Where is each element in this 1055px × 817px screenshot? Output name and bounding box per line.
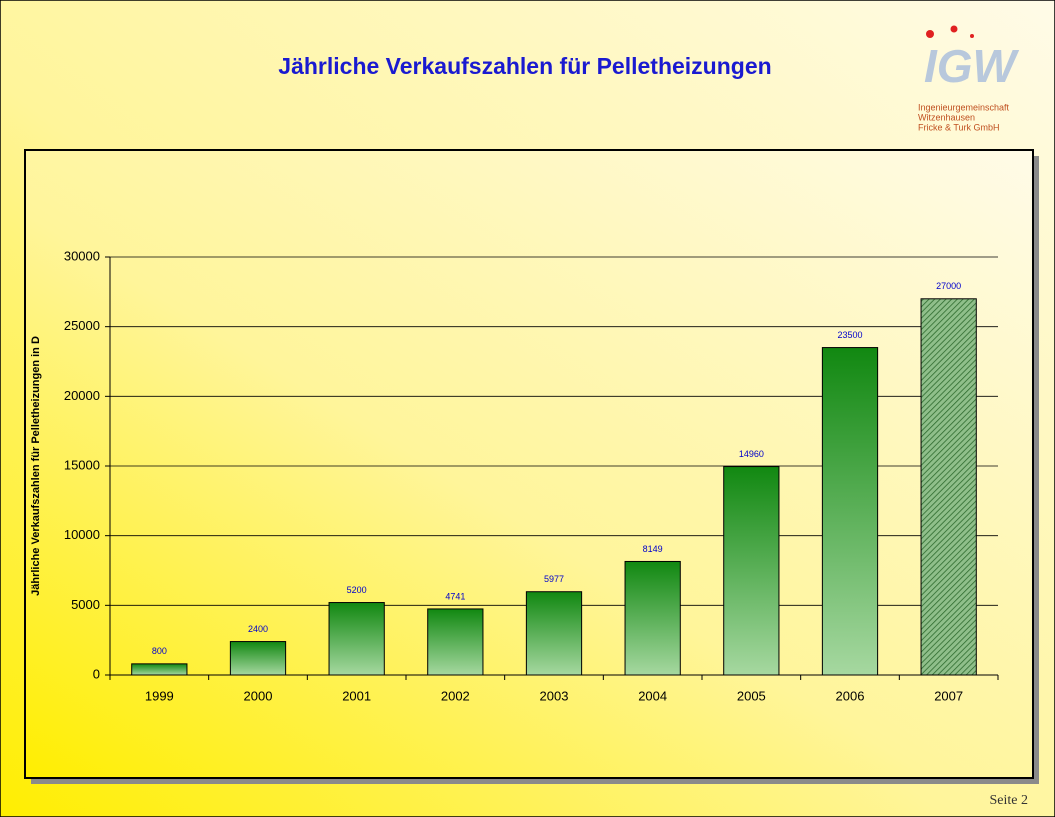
bar <box>821 347 879 676</box>
x-tick-label: 1999 <box>145 688 174 703</box>
x-tick-label: 2007 <box>934 688 963 703</box>
x-tick-label: 2003 <box>540 688 569 703</box>
y-tick-label: 30000 <box>64 248 100 263</box>
y-tick-label: 20000 <box>64 388 100 403</box>
x-tick-label: 2000 <box>244 688 273 703</box>
value-label: 2400 <box>248 624 268 634</box>
x-tick-label: 2002 <box>441 688 470 703</box>
logo-dot <box>926 30 934 38</box>
logo: IGW Ingenieurgemeinschaft Witzenhausen F… <box>918 25 1020 132</box>
logo-line: Ingenieurgemeinschaft <box>918 102 1010 112</box>
logo-dot <box>970 34 974 38</box>
bar <box>131 663 188 676</box>
y-tick-label: 15000 <box>64 457 100 472</box>
bar <box>427 608 484 676</box>
value-label: 8149 <box>643 544 663 554</box>
logo-line: Witzenhausen <box>918 112 975 122</box>
value-label: 5977 <box>544 574 564 584</box>
plot: 0 5000 10000 15000 20000 25000 30000 1999 800 200… <box>64 248 999 703</box>
value-label: 4741 <box>445 591 465 601</box>
y-tick-label: 0 <box>93 666 100 681</box>
x-tick-label: 2005 <box>737 688 766 703</box>
bar <box>723 466 780 676</box>
value-label: 23500 <box>837 330 862 340</box>
value-label: 27000 <box>936 281 961 291</box>
bar <box>624 560 681 676</box>
bar <box>920 298 977 676</box>
y-tick-label: 5000 <box>71 597 100 612</box>
y-tick-label: 10000 <box>64 527 100 542</box>
x-tick-label: 2006 <box>836 688 865 703</box>
logo-mark: IGW <box>924 40 1020 92</box>
chart-frame <box>24 149 1034 779</box>
y-axis-label: Jährliche Verkaufszahlen für Pelletheizu… <box>30 336 42 596</box>
bar <box>229 641 287 676</box>
x-tick-label: 2004 <box>638 688 667 703</box>
slide-title: Jährliche Verkaufszahlen für Pelletheizu… <box>278 53 771 79</box>
bar <box>525 591 583 676</box>
value-label: 5200 <box>347 585 367 595</box>
logo-line: Fricke & Turk GmbH <box>918 122 1000 132</box>
bar <box>328 602 385 676</box>
y-tick-label: 25000 <box>64 318 100 333</box>
value-label: 14960 <box>739 449 764 459</box>
logo-dot <box>950 25 958 33</box>
x-tick-label: 2001 <box>342 688 371 703</box>
footer: Seite 2 <box>990 793 1029 808</box>
value-label: 800 <box>152 646 167 656</box>
